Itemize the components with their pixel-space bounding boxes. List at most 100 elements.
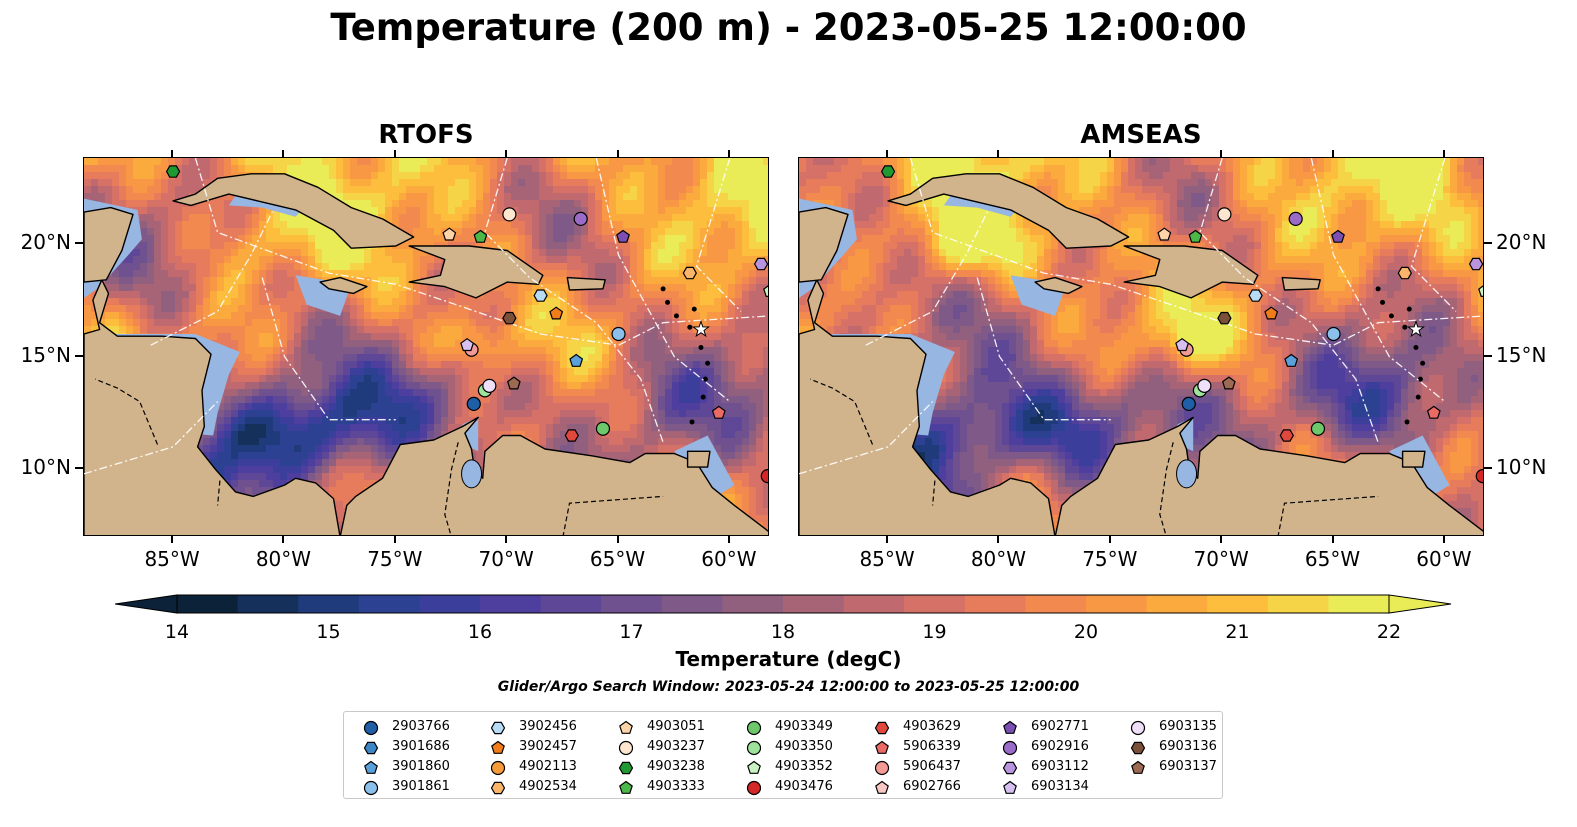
lon-tick-mark <box>997 150 1000 157</box>
lat-tick-mark <box>1484 354 1492 357</box>
float-marker-5906339 <box>711 405 726 419</box>
lat-tick-mark <box>75 241 83 244</box>
colorbar-bin <box>177 595 239 613</box>
colorbar-bin <box>540 595 602 613</box>
lon-tick-label: 60°W <box>701 547 757 571</box>
colorbar-bin <box>964 595 1026 613</box>
island <box>698 345 704 350</box>
island <box>705 360 711 366</box>
country-border <box>217 480 221 506</box>
lat-tick-label: 15°N <box>20 342 71 367</box>
colorbar-tick-label: 22 <box>1376 621 1402 643</box>
lon-tick-mark <box>1220 536 1223 543</box>
land-jamaica <box>319 276 368 295</box>
temperature-field <box>799 158 1483 535</box>
legend-marker <box>875 740 889 754</box>
glider-star-marker <box>1406 319 1426 338</box>
legend-label: 4903352 <box>775 759 833 774</box>
lon-tick-mark <box>1442 536 1445 543</box>
legend-marker <box>490 721 506 735</box>
lon-tick-mark <box>505 150 508 157</box>
colorbar-extend-low <box>115 594 178 614</box>
float-marker-5906339 <box>1426 405 1441 419</box>
eez-boundary <box>976 277 1111 421</box>
lon-tick-mark <box>171 150 174 157</box>
eez-boundary <box>261 277 396 421</box>
legend-marker-icon <box>1003 780 1017 794</box>
eez-boundary <box>1199 158 1379 443</box>
colorbar-tick-label: 18 <box>770 621 796 643</box>
legend-label: 4903333 <box>647 779 705 794</box>
float-marker-6903137 <box>506 376 521 390</box>
colorbar-tick-label: 14 <box>164 621 190 643</box>
island <box>1413 345 1419 350</box>
map-rtofs <box>83 157 769 536</box>
island <box>673 313 679 319</box>
colorbar-bin <box>1267 595 1329 613</box>
land-southamerica <box>1054 416 1483 535</box>
float-marker-4903051 <box>442 227 457 241</box>
legend-marker <box>874 721 890 735</box>
float-marker-6903134 <box>460 337 475 352</box>
float-marker-4902534 <box>682 266 697 280</box>
legend-marker-icon <box>490 781 506 795</box>
colorbar-bin <box>1146 595 1208 613</box>
lat-tick-mark <box>75 354 83 357</box>
land-yucatan <box>799 206 849 283</box>
float-marker-4903349 <box>595 421 611 436</box>
legend-marker-icon <box>1131 760 1145 774</box>
legend-label: 6903137 <box>1159 759 1217 774</box>
lake-maracaibo <box>1176 459 1198 489</box>
float-marker-4903333 <box>473 229 488 243</box>
country-border <box>94 378 159 445</box>
lon-tick-mark <box>997 536 1000 543</box>
float-marker-6902916 <box>1288 211 1303 227</box>
lon-tick-mark <box>1108 536 1111 543</box>
eez-boundary <box>484 158 664 443</box>
legend-marker <box>1130 720 1146 736</box>
colorbar-bin <box>1086 595 1148 613</box>
legend-marker-icon <box>1130 720 1146 736</box>
legend-marker-icon <box>875 740 889 754</box>
island <box>691 306 697 312</box>
legend-label: 6903136 <box>1159 739 1217 754</box>
land-puertorico <box>566 276 606 291</box>
lat-tick-mark <box>1484 467 1492 470</box>
float-marker-4903238 <box>880 165 896 178</box>
float-marker-4903476 <box>760 468 768 484</box>
lon-tick-mark <box>393 150 396 157</box>
float-marker-4903333 <box>1188 229 1203 243</box>
legend-label: 4903629 <box>903 719 961 734</box>
float-marker-3902456 <box>533 289 548 302</box>
lat-tick-mark <box>1484 241 1492 244</box>
lon-tick-mark <box>282 150 285 157</box>
lon-tick-mark <box>505 536 508 543</box>
legend-marker <box>363 741 379 755</box>
island <box>689 419 695 425</box>
lon-tick-mark <box>1331 150 1334 157</box>
float-marker-4903051 <box>1157 227 1172 241</box>
legend-label: 4903350 <box>775 739 833 754</box>
legend-label: 5906339 <box>903 739 961 754</box>
legend-label: 4903349 <box>775 719 833 734</box>
lat-tick-label: 20°N <box>1496 229 1547 254</box>
legend-marker-icon <box>746 780 762 796</box>
country-border <box>932 480 936 506</box>
legend-marker-icon <box>490 721 506 735</box>
island <box>702 376 708 382</box>
land-trinidad <box>1401 450 1426 468</box>
island <box>700 394 706 400</box>
eez-boundary <box>865 209 989 346</box>
legend-marker-icon <box>619 720 633 734</box>
lon-tick-label: 75°W <box>1082 547 1138 571</box>
float-marker-6903137 <box>1221 376 1236 390</box>
lon-tick-label: 80°W <box>970 547 1027 571</box>
legend-marker <box>619 780 633 794</box>
float-marker-6903112 <box>1468 257 1483 271</box>
land-southamerica <box>339 416 768 535</box>
legend-marker-icon <box>363 780 379 796</box>
island <box>1388 313 1394 319</box>
eez-boundary <box>194 158 768 346</box>
legend-label: 6902766 <box>903 779 961 794</box>
float-marker-6903136 <box>502 311 517 325</box>
